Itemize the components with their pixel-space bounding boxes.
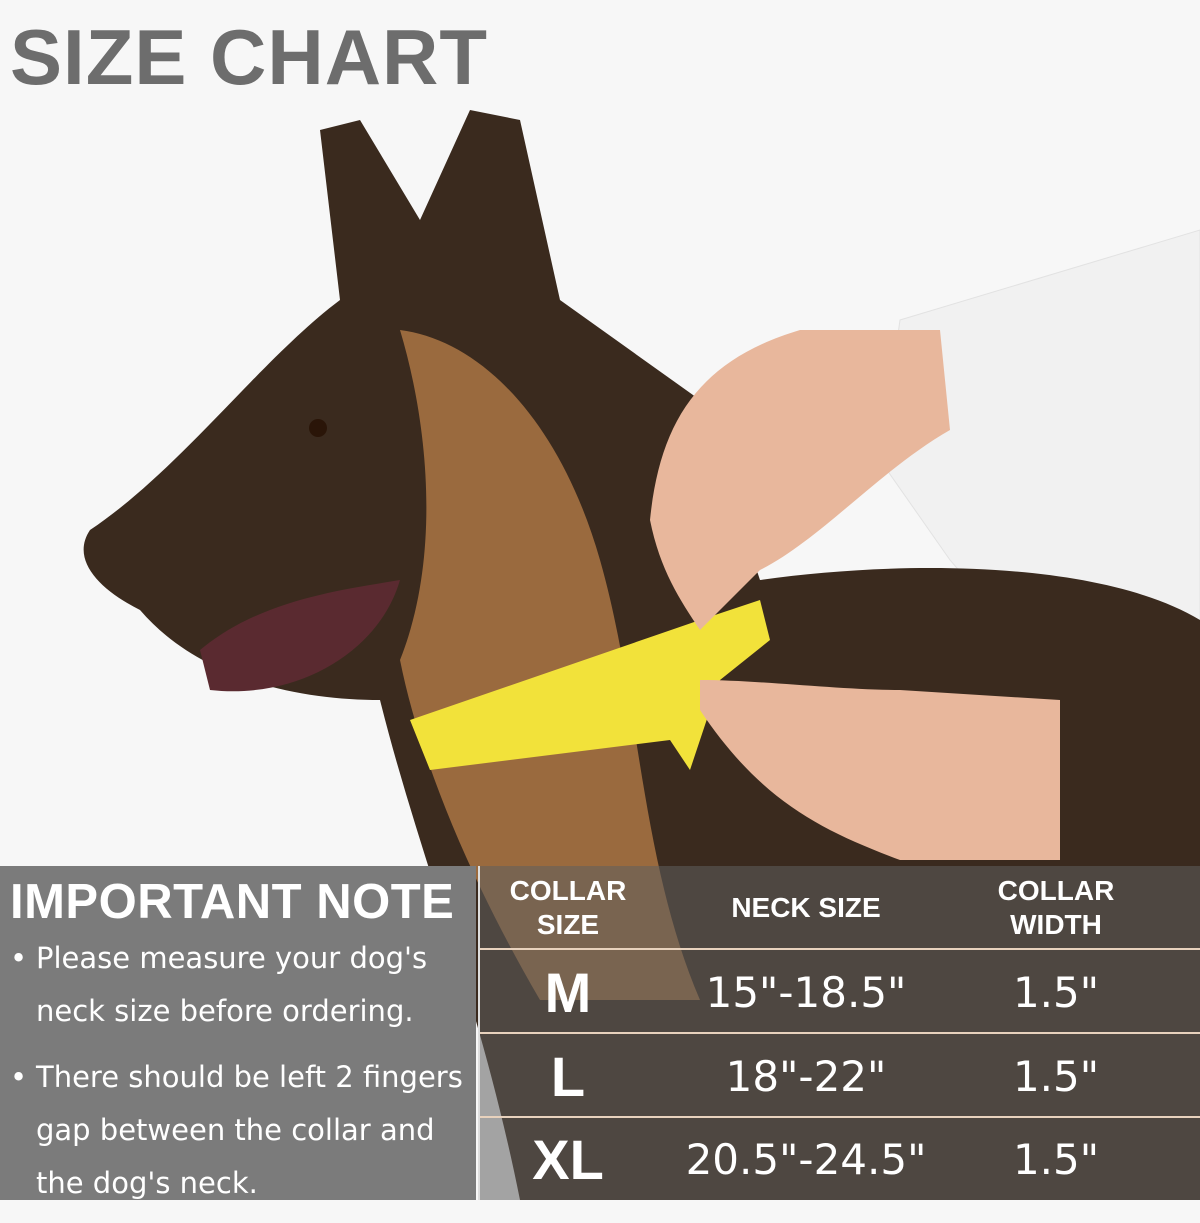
table-header-row: COLLAR SIZE NECK SIZE COLLAR WIDTH bbox=[480, 866, 1200, 950]
cell-width: 1.5" bbox=[1012, 967, 1100, 1017]
row-divider bbox=[480, 948, 1200, 950]
dog-eye bbox=[309, 419, 327, 437]
note-item: There should be left 2 fingers gap betwe… bbox=[10, 1051, 470, 1210]
cell-neck: 15"-18.5" bbox=[705, 967, 907, 1017]
cell-width: 1.5" bbox=[1012, 1051, 1100, 1101]
row-divider bbox=[480, 1116, 1200, 1118]
important-note-panel: IMPORTANT NOTE Please measure your dog's… bbox=[0, 866, 476, 1200]
header-collar-width: COLLAR WIDTH bbox=[997, 875, 1115, 940]
page-title: SIZE CHART bbox=[10, 13, 488, 101]
table-row: M 15"-18.5" 1.5" bbox=[480, 950, 1200, 1034]
dog-mouth bbox=[200, 580, 400, 692]
table-row: L 18"-22" 1.5" bbox=[480, 1034, 1200, 1118]
dog-tan-fur bbox=[400, 330, 700, 1000]
header-collar-size: COLLAR SIZE bbox=[509, 875, 627, 940]
upper-hand bbox=[650, 330, 950, 630]
header-neck-size: NECK SIZE bbox=[731, 892, 881, 923]
lower-hand bbox=[700, 680, 1060, 860]
cell-width: 1.5" bbox=[1012, 1134, 1100, 1184]
cell-size: XL bbox=[532, 1127, 604, 1191]
note-list: Please measure your dog's neck size befo… bbox=[10, 932, 470, 1223]
measuring-tape bbox=[410, 600, 770, 770]
cell-size: L bbox=[550, 1044, 586, 1108]
note-item: Please measure your dog's neck size befo… bbox=[10, 932, 470, 1038]
row-divider bbox=[480, 1032, 1200, 1034]
cell-neck: 18"-22" bbox=[725, 1051, 887, 1101]
cell-size: M bbox=[544, 960, 592, 1024]
cell-neck: 20.5"-24.5" bbox=[685, 1134, 927, 1184]
table-row: XL 20.5"-24.5" 1.5" bbox=[480, 1118, 1200, 1200]
size-table: COLLAR SIZE NECK SIZE COLLAR WIDTH M 15"… bbox=[478, 866, 1200, 1200]
note-heading: IMPORTANT NOTE bbox=[10, 875, 455, 929]
